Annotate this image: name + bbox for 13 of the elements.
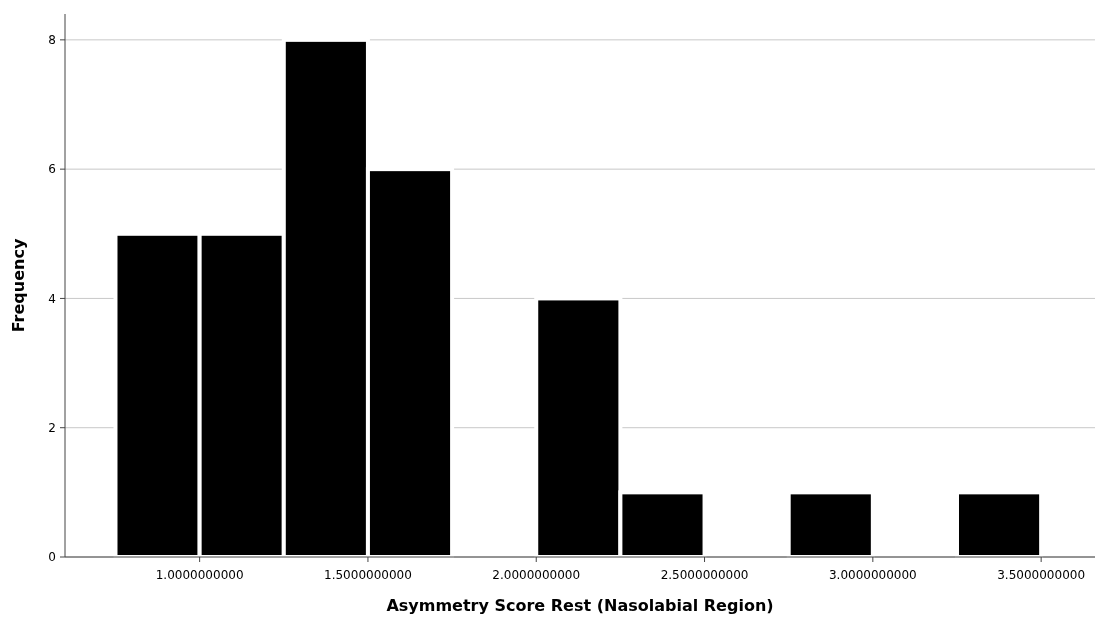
y-tick-label: 6 xyxy=(48,162,56,177)
y-tick-label: 0 xyxy=(48,550,56,565)
x-tick-label: 3.5000000000 xyxy=(997,568,1086,582)
x-axis-title: Asymmetry Score Rest (Nasolabial Region) xyxy=(386,596,774,615)
x-tick-label: 3.0000000000 xyxy=(828,568,917,582)
x-tick-label: 2.5000000000 xyxy=(660,568,749,582)
x-tick-label: 1.5000000000 xyxy=(324,568,412,582)
x-tick-label: 1.0000000000 xyxy=(155,568,244,582)
x-tick-label: 2.0000000000 xyxy=(492,568,581,582)
y-axis-title: Frequency xyxy=(9,238,28,333)
y-tick-label: 4 xyxy=(48,291,56,306)
y-tick-label: 2 xyxy=(48,420,56,435)
y-tick-label: 8 xyxy=(48,33,56,48)
